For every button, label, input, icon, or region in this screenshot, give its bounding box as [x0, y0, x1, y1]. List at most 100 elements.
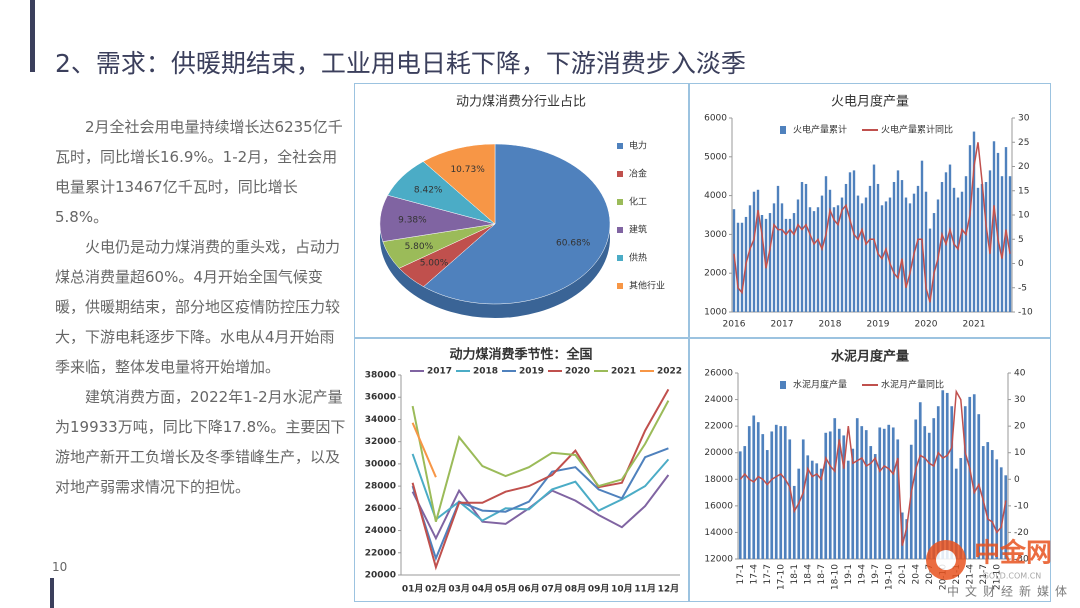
chart: 水泥月度产量 12000 14000 16000 18000 20000 22000 2400…: [704, 349, 1029, 591]
y-tick-label: 22000: [365, 548, 396, 558]
bar: [972, 131, 976, 312]
bar: [840, 197, 844, 312]
bar: [956, 197, 960, 312]
x-tick-label: 20-1: [898, 564, 908, 584]
bar: [833, 418, 837, 559]
bar: [824, 432, 828, 559]
bar: [784, 218, 788, 312]
bar: [792, 485, 796, 559]
y-tick-label: 4000: [704, 191, 727, 201]
y-tick-label: 34000: [365, 415, 396, 425]
y-tick-label: 12000: [704, 555, 733, 565]
y-tick-label: 2000: [704, 269, 727, 279]
bar: [815, 463, 819, 559]
chart: 火电月度产量 1000 2000 3000 4000 5000 6000 -10 -5 0 5 10 1…: [704, 94, 1033, 330]
bar: [1000, 176, 1004, 312]
bar: [950, 406, 954, 559]
bar: [824, 176, 828, 312]
x-tick-label: 19-7: [871, 564, 881, 584]
line-series: [411, 453, 670, 522]
x-tick-label: 2020: [915, 320, 938, 330]
bar: [761, 434, 765, 559]
legend-label: 其他行业: [629, 280, 665, 292]
bar: [772, 203, 776, 312]
data-label: 60.68%: [556, 238, 591, 248]
bar: [860, 426, 864, 559]
bar: [936, 406, 940, 559]
bar: [920, 160, 924, 312]
bar: [864, 430, 868, 559]
x-tick-label: 2016: [723, 320, 746, 330]
bar: [836, 205, 840, 312]
bar: [896, 170, 900, 312]
bar: [808, 207, 812, 312]
bar: [774, 424, 778, 559]
y-tick-label: 1000: [704, 308, 727, 318]
bar: [904, 197, 908, 312]
chart-title: 动力煤消费分行业占比: [456, 95, 586, 110]
chart: 动力煤消费分行业占比 60.68% 电力 5.00% 冶金 5.80% 化工 9.38% 建筑 8…: [379, 95, 665, 318]
x-tick-label: 2021: [963, 320, 986, 330]
bar: [988, 170, 992, 312]
legend-label: 2017: [427, 367, 452, 377]
bar: [924, 191, 928, 312]
x-tick-label: 19-10: [884, 564, 894, 590]
chart-box: 水泥月度产量 12000 14000 16000 18000 20000 22000 2400…: [689, 338, 1051, 602]
legend-swatch: [617, 171, 623, 177]
bar: [796, 199, 800, 312]
line-series: [733, 142, 1011, 303]
bar: [855, 418, 859, 559]
bar: [851, 448, 855, 559]
x-tick-label: 08月: [565, 584, 587, 595]
x-tick-label: 20-7: [925, 564, 935, 584]
y-tick-label: 26000: [365, 504, 396, 514]
bar: [976, 187, 980, 312]
data-label: 10.73%: [450, 165, 485, 175]
chart-box: 火电月度产量 1000 2000 3000 4000 5000 6000 -10 -5 0 5 10 1…: [689, 83, 1051, 338]
bar: [986, 442, 990, 559]
x-tick-label: 18-7: [817, 564, 827, 584]
y2-tick-label: 15: [1018, 186, 1029, 196]
bar: [736, 222, 740, 312]
bar: [810, 460, 814, 559]
x-tick-label: 19-1: [844, 564, 854, 584]
bar: [819, 468, 823, 559]
bar: [788, 218, 792, 312]
data-label: 5.80%: [405, 242, 434, 252]
bar: [837, 428, 841, 559]
watermark-title: 中金网: [974, 538, 1052, 569]
watermark-logo: [936, 550, 956, 570]
y2-tick-label: -20: [1014, 528, 1029, 538]
y2-tick-label: 30: [1014, 395, 1026, 405]
x-tick-label: 18-1: [790, 564, 800, 584]
bar: [882, 428, 886, 559]
y2-tick-label: 10: [1014, 448, 1026, 458]
x-tick-label: 18-10: [830, 564, 840, 590]
legend-label: 供热: [629, 252, 647, 264]
bar: [995, 459, 999, 559]
bar: [732, 209, 736, 312]
bar: [779, 426, 783, 559]
bar: [891, 427, 895, 559]
bar: [768, 213, 772, 312]
bar: [1008, 176, 1012, 312]
bar: [888, 197, 892, 312]
y2-tick-label: 0: [1018, 259, 1024, 269]
y-tick-label: 32000: [365, 437, 396, 447]
bar: [828, 431, 832, 559]
bar: [748, 205, 752, 312]
bar: [804, 183, 808, 312]
x-tick-label: 17-1: [736, 564, 746, 584]
legend-label: 水泥月度产量: [793, 379, 847, 391]
bar: [812, 211, 816, 312]
y-tick-label: 30000: [365, 459, 396, 469]
legend-label: 2022: [657, 367, 682, 377]
bar: [752, 191, 756, 312]
x-tick-label: 01月: [402, 584, 424, 595]
y-tick-label: 14000: [704, 528, 733, 538]
y-tick-label: 26000: [704, 369, 733, 379]
paragraph: 建筑消费方面，2022年1-2月水泥产量为19933万吨，同比下降17.8%。主…: [55, 388, 346, 496]
bar: [928, 228, 932, 312]
bar: [940, 182, 944, 312]
